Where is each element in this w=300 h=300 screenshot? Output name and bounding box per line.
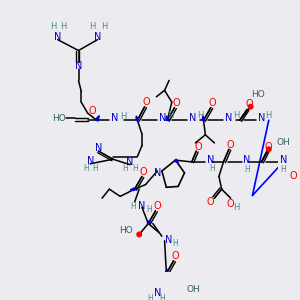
- Text: HO: HO: [119, 226, 133, 235]
- Text: N: N: [154, 168, 161, 178]
- Polygon shape: [175, 159, 178, 163]
- Text: H: H: [89, 22, 95, 31]
- Text: H: H: [280, 165, 286, 174]
- Text: N: N: [159, 113, 166, 124]
- Polygon shape: [165, 269, 168, 274]
- Polygon shape: [166, 116, 169, 121]
- Text: O: O: [227, 199, 235, 208]
- Text: O: O: [227, 140, 235, 150]
- Text: O: O: [142, 97, 150, 107]
- Text: N: N: [95, 143, 102, 153]
- Text: O: O: [88, 106, 96, 116]
- Polygon shape: [136, 116, 139, 121]
- Text: HO: HO: [251, 90, 265, 99]
- Text: N: N: [94, 32, 101, 42]
- Text: O: O: [140, 167, 148, 177]
- Circle shape: [248, 104, 253, 109]
- Text: O: O: [154, 201, 161, 211]
- Text: H: H: [92, 164, 98, 173]
- Text: N: N: [280, 155, 287, 165]
- Text: O: O: [265, 142, 273, 152]
- Text: N: N: [164, 235, 172, 245]
- Polygon shape: [202, 116, 205, 121]
- Circle shape: [266, 147, 271, 152]
- Text: H: H: [159, 294, 165, 300]
- Text: H: H: [147, 294, 153, 300]
- Text: H: H: [244, 165, 250, 174]
- Text: N: N: [87, 156, 94, 166]
- Text: H: H: [83, 164, 88, 173]
- Text: O: O: [245, 99, 253, 109]
- Text: H: H: [233, 203, 239, 212]
- Text: OH: OH: [276, 137, 290, 146]
- Text: H: H: [146, 205, 152, 214]
- Text: H: H: [197, 111, 203, 120]
- Text: OH: OH: [186, 285, 200, 294]
- Text: H: H: [172, 239, 178, 248]
- Text: N: N: [225, 113, 233, 124]
- Text: O: O: [290, 170, 297, 181]
- Circle shape: [137, 232, 142, 237]
- Text: N: N: [75, 61, 82, 71]
- Text: H: H: [60, 22, 66, 31]
- Text: H: H: [101, 22, 107, 31]
- Text: H: H: [167, 111, 173, 120]
- Polygon shape: [95, 116, 99, 121]
- Text: N: N: [111, 113, 118, 124]
- Text: O: O: [207, 197, 214, 207]
- Text: H: H: [233, 111, 239, 120]
- Text: N: N: [258, 113, 265, 124]
- Text: H: H: [130, 202, 136, 211]
- Text: H: H: [209, 164, 214, 173]
- Text: N: N: [154, 288, 161, 298]
- Text: N: N: [54, 32, 62, 42]
- Text: H: H: [132, 164, 138, 173]
- Text: H: H: [123, 164, 128, 173]
- Text: N: N: [127, 157, 134, 167]
- Text: O: O: [172, 98, 180, 108]
- Text: H: H: [50, 22, 56, 31]
- Polygon shape: [147, 220, 151, 224]
- Text: H: H: [266, 111, 272, 120]
- Text: HO: HO: [52, 114, 66, 123]
- Text: O: O: [172, 251, 179, 261]
- Text: N: N: [189, 113, 196, 124]
- Text: O: O: [194, 142, 202, 152]
- Text: N: N: [207, 155, 214, 165]
- Text: N: N: [138, 201, 146, 211]
- Text: H: H: [121, 112, 127, 121]
- Text: N: N: [243, 155, 251, 165]
- Text: O: O: [209, 98, 216, 108]
- Polygon shape: [130, 188, 135, 190]
